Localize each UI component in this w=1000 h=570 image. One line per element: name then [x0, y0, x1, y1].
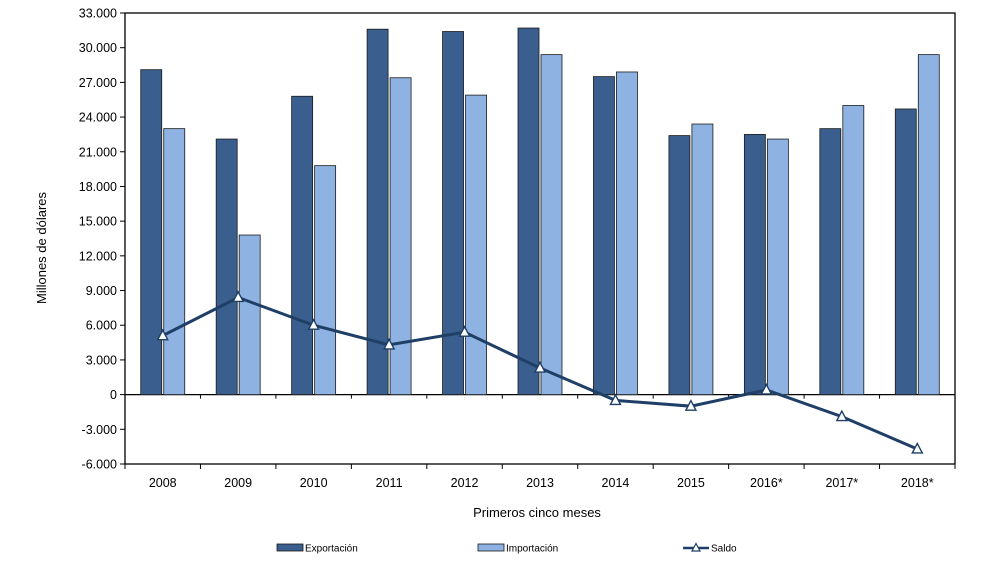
- legend-label-exportacion: Exportación: [305, 544, 358, 555]
- x-tick-label: 2015: [677, 476, 705, 490]
- y-tick-label: 6.000: [86, 319, 117, 333]
- point-saldo-2012: [458, 325, 471, 337]
- point-saldo-2015: [684, 399, 698, 411]
- bar-importacion-2014: [616, 71, 638, 396]
- bar-exportacion-2018: [894, 108, 917, 396]
- y-tick-label: 33.000: [79, 7, 117, 21]
- bar-importacion-2009: [238, 234, 261, 396]
- plot-frame: [124, 12, 956, 465]
- bar-importacion-2016: [766, 138, 789, 396]
- point-saldo-2008: [156, 328, 169, 341]
- point-saldo-2010: [307, 318, 320, 330]
- y-tick-label: 27.000: [79, 76, 117, 90]
- point-saldo-2013: [533, 361, 547, 373]
- point-saldo-2011: [382, 337, 396, 350]
- x-tick-label: 2011: [376, 476, 403, 490]
- bar-importacion-2013: [540, 54, 563, 396]
- y-tick-label: 3.000: [86, 353, 117, 367]
- bar-exportacion-2013: [517, 27, 540, 396]
- line-layer: [156, 290, 924, 454]
- bar-exportacion-2015: [668, 135, 691, 396]
- x-tick-label: 2017*: [825, 476, 858, 490]
- x-axis-label: Primeros cinco meses: [473, 505, 601, 520]
- y-tick-label: 9.000: [86, 284, 117, 298]
- bar-importacion-2008: [163, 128, 186, 396]
- y-tick-label: 0: [110, 388, 117, 402]
- y-tick-label: 30.000: [79, 41, 117, 55]
- point-saldo-2009: [232, 290, 245, 303]
- bar-exportacion-2011: [366, 28, 389, 396]
- x-tick-label: 2013: [526, 476, 554, 490]
- bar-exportacion-2008: [140, 69, 163, 396]
- y-tick-label: 12.000: [79, 249, 117, 263]
- y-tick-label: 24.000: [79, 111, 117, 125]
- bar-exportacion-2009: [215, 138, 238, 396]
- y-tick-label: 15.000: [79, 215, 117, 229]
- legend: Exportación Importación Saldo: [276, 542, 737, 555]
- x-tick-label: 2016*: [750, 476, 783, 490]
- bar-importacion-2012: [465, 94, 487, 396]
- point-saldo-2017: [835, 409, 848, 422]
- x-tick-label: 2018*: [901, 476, 934, 490]
- y-tick-label: 21.000: [79, 145, 117, 159]
- legend-swatch-exportacion: [276, 543, 304, 552]
- point-saldo-2014: [609, 393, 622, 406]
- bar-exportacion-2014: [593, 76, 615, 396]
- legend-swatch-importacion: [477, 543, 505, 552]
- y-tick-label: 18.000: [79, 180, 117, 194]
- x-tick-label: 2008: [149, 476, 177, 490]
- bar-importacion-2010: [314, 165, 337, 396]
- x-tick-label: 2012: [451, 476, 479, 490]
- x-tick-label: 2009: [224, 476, 252, 490]
- x-tick-label: 2014: [602, 476, 630, 490]
- bar-exportacion-2017: [819, 128, 842, 396]
- bar-exportacion-2016: [743, 134, 766, 396]
- bar-importacion-2015: [691, 123, 714, 396]
- legend-marker-saldo: [691, 542, 701, 552]
- legend-label-saldo: Saldo: [711, 544, 737, 555]
- point-saldo-2018: [911, 441, 924, 454]
- bar-importacion-2011: [389, 77, 412, 396]
- bar-importacion-2018: [917, 54, 940, 396]
- y-tick-label: -3.000: [82, 423, 117, 437]
- line-saldo: [162, 295, 918, 451]
- bar-importacion-2017: [842, 105, 865, 396]
- y-axis-label: Millones de dólares: [34, 192, 49, 305]
- point-saldo-2016: [760, 382, 773, 395]
- x-ticks-layer: 2008 2009 2010 2011 2012 2013 2014 2015 2016* 201…: [124, 464, 956, 490]
- axes-layer: [124, 12, 956, 465]
- y-tick-label: -6.000: [82, 458, 117, 472]
- bar-exportacion-2012: [442, 31, 464, 396]
- y-ticks-layer: 33.000 30.000 27.000 24.000 21.000 18.000 15.0…: [79, 7, 125, 472]
- x-tick-label: 2010: [300, 476, 328, 490]
- legend-label-importacion: Importación: [506, 544, 558, 555]
- zero-axis-layer: [124, 393, 956, 399]
- bars-layer: [140, 27, 940, 396]
- bar-exportacion-2010: [291, 95, 314, 396]
